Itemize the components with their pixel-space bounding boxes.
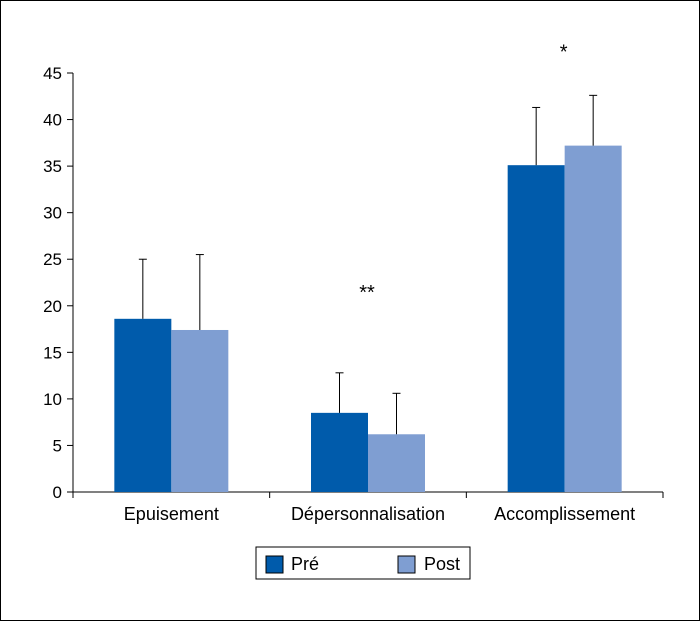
significance-markers: *** <box>359 41 568 303</box>
y-tick-label: 40 <box>43 111 62 130</box>
bar-post <box>368 434 425 492</box>
legend: Pré Post <box>255 546 471 580</box>
error-bars <box>138 94 598 435</box>
y-tick-label: 0 <box>53 483 62 502</box>
x-category-label: Accomplissement <box>494 504 635 524</box>
bar-pre <box>507 165 565 492</box>
legend-box <box>255 546 471 580</box>
x-category-label: Dépersonnalisation <box>291 504 445 524</box>
y-tick-label: 20 <box>43 297 62 316</box>
y-tick-label: 15 <box>43 343 62 362</box>
bar-post <box>564 145 622 493</box>
bars <box>114 145 622 493</box>
y-tick-label: 5 <box>53 436 62 455</box>
significance-marker: * <box>560 41 568 63</box>
x-category-label: Epuisement <box>124 504 219 524</box>
y-tick-label: 10 <box>43 390 62 409</box>
y-axis: 0 5 10 15 20 25 30 35 40 45 <box>43 64 74 502</box>
legend-swatch-pre <box>265 555 284 574</box>
x-axis: Epuisement Dépersonnalisation Accomplissem… <box>72 491 664 524</box>
legend-swatch-post <box>397 555 416 574</box>
bar-pre <box>114 318 172 492</box>
bar-pre <box>311 412 368 492</box>
y-tick-label: 30 <box>43 204 62 223</box>
legend-label-post: Post <box>424 554 460 574</box>
y-tick-label: 35 <box>43 157 62 176</box>
y-tick-label: 25 <box>43 250 62 269</box>
legend-label-pre: Pré <box>291 554 319 574</box>
bar-post <box>171 329 229 492</box>
significance-marker: ** <box>359 282 375 304</box>
y-tick-label: 45 <box>43 64 62 83</box>
